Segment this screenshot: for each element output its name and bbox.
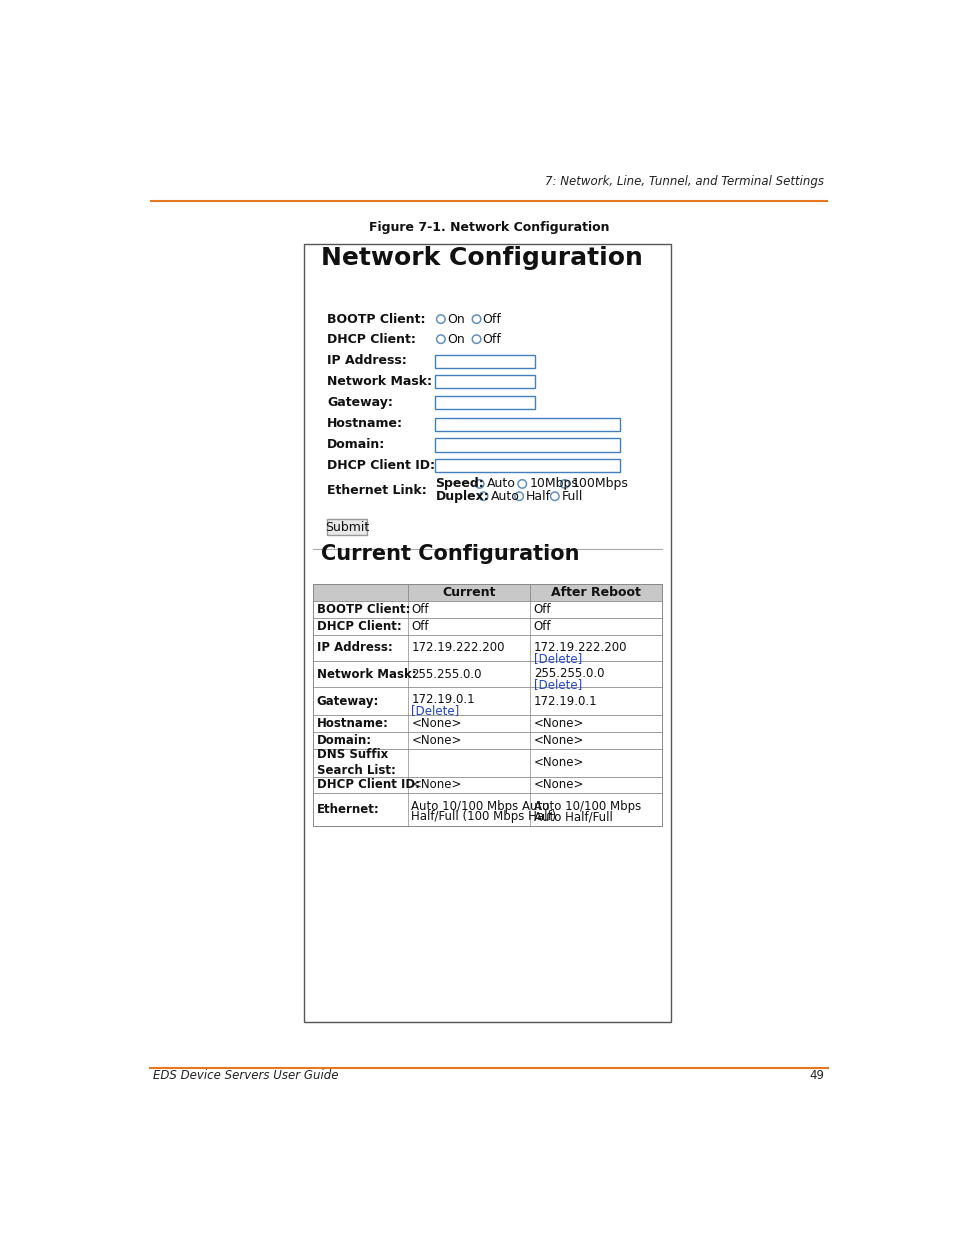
Text: Gateway:: Gateway: xyxy=(327,395,393,409)
Text: 172.19.222.200: 172.19.222.200 xyxy=(534,641,627,655)
Text: Auto: Auto xyxy=(490,490,518,503)
Text: Current: Current xyxy=(441,585,495,599)
Bar xyxy=(313,793,661,826)
Text: Hostname:: Hostname: xyxy=(316,716,388,730)
Text: <None>: <None> xyxy=(534,734,583,747)
Bar xyxy=(313,732,661,748)
Text: Gateway:: Gateway: xyxy=(316,694,379,708)
Text: [Delete]: [Delete] xyxy=(534,678,581,690)
Bar xyxy=(313,748,661,777)
Text: <None>: <None> xyxy=(534,778,583,792)
Text: Network Configuration: Network Configuration xyxy=(320,246,642,270)
Text: DNS Suffix
Search List:: DNS Suffix Search List: xyxy=(316,748,395,777)
Text: 172.19.0.1: 172.19.0.1 xyxy=(534,694,597,708)
Text: Off: Off xyxy=(411,603,429,616)
Text: <None>: <None> xyxy=(534,756,583,769)
Text: After Reboot: After Reboot xyxy=(551,585,640,599)
Text: Ethernet:: Ethernet: xyxy=(316,803,379,816)
Bar xyxy=(435,459,619,472)
Bar xyxy=(303,245,670,1023)
Text: Off: Off xyxy=(534,620,551,632)
Text: EDS Device Servers User Guide: EDS Device Servers User Guide xyxy=(153,1070,338,1082)
Text: 100Mbps: 100Mbps xyxy=(571,478,628,490)
Text: 49: 49 xyxy=(809,1070,823,1082)
Text: Figure 7-1. Network Configuration: Figure 7-1. Network Configuration xyxy=(368,221,609,235)
Text: Duplex:: Duplex: xyxy=(435,490,489,503)
Bar xyxy=(435,354,534,368)
Text: Half/Full (100 Mbps Half): Half/Full (100 Mbps Half) xyxy=(411,810,557,824)
Text: Hostname:: Hostname: xyxy=(327,417,402,430)
Bar xyxy=(313,715,661,732)
Text: BOOTP Client:: BOOTP Client: xyxy=(316,603,410,616)
Bar xyxy=(435,417,619,431)
Text: 255.255.0.0: 255.255.0.0 xyxy=(411,668,481,680)
Bar xyxy=(327,520,367,535)
Text: On: On xyxy=(447,332,464,346)
Text: 10Mbps: 10Mbps xyxy=(529,478,578,490)
Text: [Delete]: [Delete] xyxy=(411,704,459,718)
Text: Auto: Auto xyxy=(486,478,515,490)
Text: DHCP Client:: DHCP Client: xyxy=(316,620,401,632)
Bar xyxy=(313,687,661,715)
Bar xyxy=(313,618,661,635)
Text: Auto 10/100 Mbps Auto: Auto 10/100 Mbps Auto xyxy=(411,799,549,813)
Text: DHCP Client:: DHCP Client: xyxy=(327,332,416,346)
Text: Off: Off xyxy=(534,603,551,616)
Text: IP Address:: IP Address: xyxy=(327,354,406,367)
Text: DHCP Client ID:: DHCP Client ID: xyxy=(316,778,419,792)
Text: Off: Off xyxy=(411,620,429,632)
Bar xyxy=(313,661,661,687)
Text: [Delete]: [Delete] xyxy=(534,652,581,664)
Text: IP Address:: IP Address: xyxy=(316,641,393,655)
Text: <None>: <None> xyxy=(411,716,461,730)
Text: 255.255.0.0: 255.255.0.0 xyxy=(534,667,604,680)
Bar xyxy=(313,584,661,601)
Text: Submit: Submit xyxy=(325,520,369,534)
Text: Network Mask:: Network Mask: xyxy=(316,668,416,680)
Text: Current Configuration: Current Configuration xyxy=(320,543,578,564)
Text: 172.19.0.1: 172.19.0.1 xyxy=(411,693,475,706)
Text: BOOTP Client:: BOOTP Client: xyxy=(327,312,425,326)
Text: <None>: <None> xyxy=(411,734,461,747)
Text: Off: Off xyxy=(482,332,501,346)
Text: Ethernet Link:: Ethernet Link: xyxy=(327,484,426,496)
Text: <None>: <None> xyxy=(534,716,583,730)
Bar xyxy=(313,601,661,618)
Text: Domain:: Domain: xyxy=(316,734,372,747)
Text: 7: Network, Line, Tunnel, and Terminal Settings: 7: Network, Line, Tunnel, and Terminal S… xyxy=(545,175,823,188)
Text: Auto 10/100 Mbps: Auto 10/100 Mbps xyxy=(534,799,640,813)
Text: Half: Half xyxy=(525,490,551,503)
Text: Speed:: Speed: xyxy=(435,478,484,490)
Bar xyxy=(313,635,661,661)
Text: DHCP Client ID:: DHCP Client ID: xyxy=(327,459,435,472)
Text: Off: Off xyxy=(482,312,501,326)
Text: 172.19.222.200: 172.19.222.200 xyxy=(411,641,504,655)
Bar xyxy=(435,438,619,452)
Text: Network Mask:: Network Mask: xyxy=(327,375,432,388)
Text: Auto Half/Full: Auto Half/Full xyxy=(534,810,612,824)
Bar xyxy=(435,396,534,409)
Bar xyxy=(313,777,661,793)
Text: On: On xyxy=(447,312,464,326)
Text: Full: Full xyxy=(561,490,582,503)
Text: Domain:: Domain: xyxy=(327,438,385,451)
Text: <None>: <None> xyxy=(411,778,461,792)
Bar xyxy=(435,375,534,389)
